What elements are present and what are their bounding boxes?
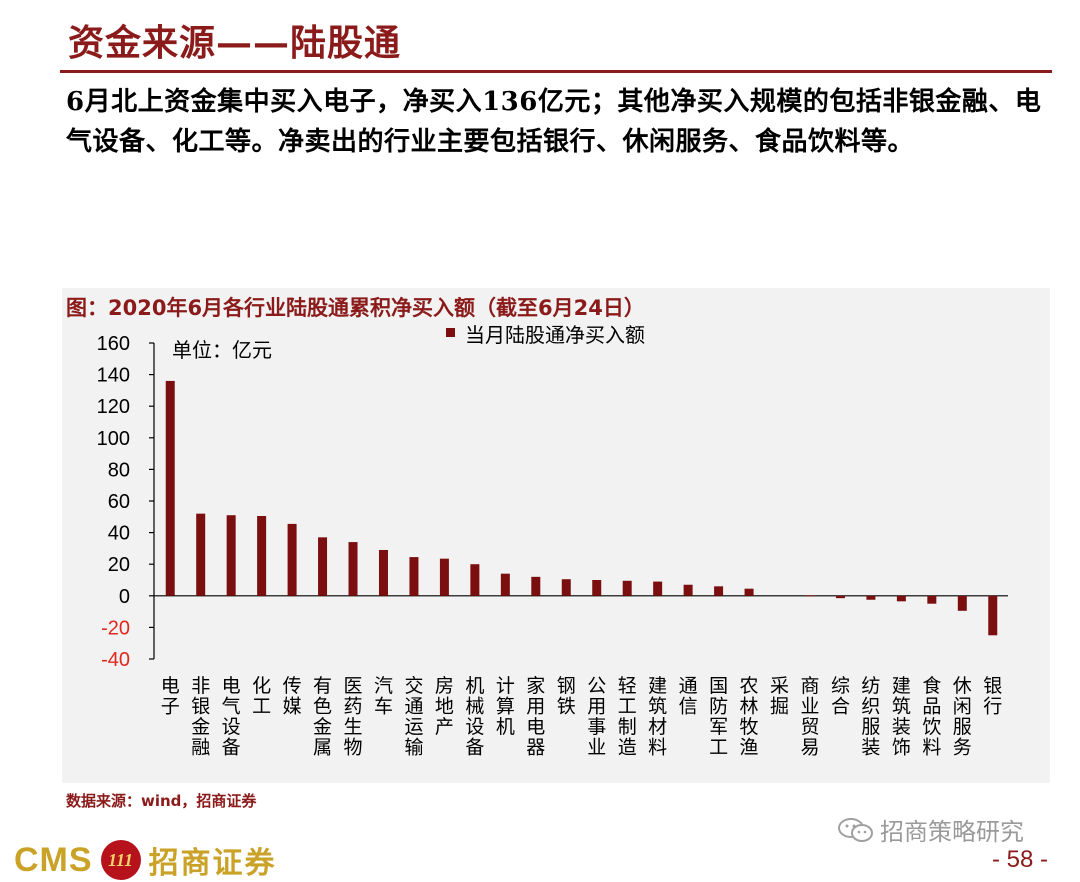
category-label: 国防军工 — [709, 675, 728, 759]
wechat-watermark: 招商策略研究 — [838, 812, 1024, 847]
page-number: - 58 - — [991, 846, 1048, 873]
bar-交通运输 — [409, 557, 419, 596]
bar-化工 — [257, 516, 267, 596]
category-label: 食品饮料 — [922, 675, 941, 759]
y-tick-label: 60 — [108, 491, 130, 513]
bar-钢铁 — [561, 579, 571, 596]
category-label: 轻工制造 — [618, 675, 637, 759]
category-label: 采掘 — [770, 675, 789, 718]
category-label: 建筑装饰 — [892, 675, 911, 759]
bar-休闲服务 — [957, 595, 967, 611]
y-tick-label: 0 — [119, 586, 130, 608]
y-tick-label: 20 — [108, 554, 130, 576]
lead-paragraph: 6月北上资金集中买入电子，净买入136亿元；其他净买入规模的包括非银金融、电气设… — [66, 87, 1042, 157]
category-label: 房地产 — [435, 675, 454, 738]
brand-cms: CMS — [14, 840, 93, 879]
category-label: 家用电器 — [526, 675, 545, 759]
bar-食品饮料 — [927, 595, 937, 604]
unit-label: 单位：亿元 — [172, 338, 272, 362]
wechat-icon — [838, 817, 874, 843]
y-tick-label: 80 — [108, 459, 130, 481]
bar-非银金融 — [196, 513, 206, 596]
bar-银行 — [988, 595, 998, 636]
category-label: 非银金融 — [191, 675, 210, 759]
y-tick-label: -40 — [101, 649, 130, 671]
category-label: 建筑材料 — [648, 675, 667, 759]
category-label: 交通运输 — [404, 675, 423, 759]
bar-医药生物 — [348, 542, 358, 596]
category-label: 汽车 — [374, 675, 393, 718]
y-tick-label: -20 — [101, 617, 130, 639]
bar-计算机 — [500, 573, 510, 596]
y-tick-label: 160 — [97, 333, 130, 355]
legend-swatch — [446, 328, 455, 337]
bar-传媒 — [287, 523, 297, 596]
category-label: 银行 — [983, 675, 1002, 718]
brand-logo-icon: 111 — [100, 840, 141, 880]
category-label: 综合 — [831, 675, 850, 718]
bar-国防军工 — [714, 586, 724, 596]
bar-商业贸易 — [805, 595, 815, 597]
bar-电子 — [165, 380, 175, 596]
category-label: 机械设备 — [465, 675, 484, 759]
category-label: 公用事业 — [587, 675, 606, 759]
category-label: 纺织服装 — [861, 675, 880, 759]
category-label: 计算机 — [496, 675, 515, 738]
category-label: 电气设备 — [222, 675, 241, 759]
category-label: 电子 — [161, 675, 180, 718]
slide-title: 资金来源——陆股通 — [68, 22, 402, 64]
bar-电气设备 — [226, 515, 236, 596]
category-label: 有色金属 — [313, 675, 332, 759]
category-label: 通信 — [679, 675, 698, 718]
bar-建筑装饰 — [896, 595, 906, 602]
brand-footer: CMS 111 招商证券 — [14, 838, 277, 882]
bar-公用事业 — [592, 580, 602, 596]
bar-通信 — [683, 584, 693, 596]
bar-纺织服装 — [866, 595, 876, 600]
data-source: 数据来源：wind，招商证券 — [66, 792, 257, 810]
y-tick-label: 100 — [97, 428, 130, 450]
y-tick-label: 120 — [97, 396, 130, 418]
bar-家用电器 — [531, 576, 541, 596]
brand-name: 招商证券 — [148, 846, 277, 881]
y-tick-label: 140 — [97, 365, 130, 387]
category-label: 商业贸易 — [800, 675, 819, 759]
category-label: 钢铁 — [557, 675, 576, 718]
category-label: 传媒 — [283, 675, 302, 718]
category-label: 休闲服务 — [953, 675, 972, 759]
y-tick-label: 40 — [108, 523, 130, 545]
category-label: 农林牧渔 — [740, 675, 759, 759]
chart-title: 图：2020年6月各行业陆股通累积净买入额（截至6月24日） — [66, 296, 645, 320]
category-label: 化工 — [252, 675, 271, 718]
bar-汽车 — [378, 549, 388, 596]
bar-轻工制造 — [622, 580, 632, 596]
bar-农林牧渔 — [744, 588, 754, 596]
wechat-account-name: 招商策略研究 — [880, 818, 1024, 846]
title-divider — [60, 70, 1052, 73]
legend-label: 当月陆股通净买入额 — [465, 323, 645, 347]
bar-综合 — [835, 595, 845, 599]
category-label: 医药生物 — [344, 675, 363, 759]
bar-有色金属 — [318, 537, 328, 596]
bar-机械设备 — [470, 564, 480, 596]
bar-房地产 — [439, 558, 449, 596]
bar-建筑材料 — [653, 581, 663, 596]
